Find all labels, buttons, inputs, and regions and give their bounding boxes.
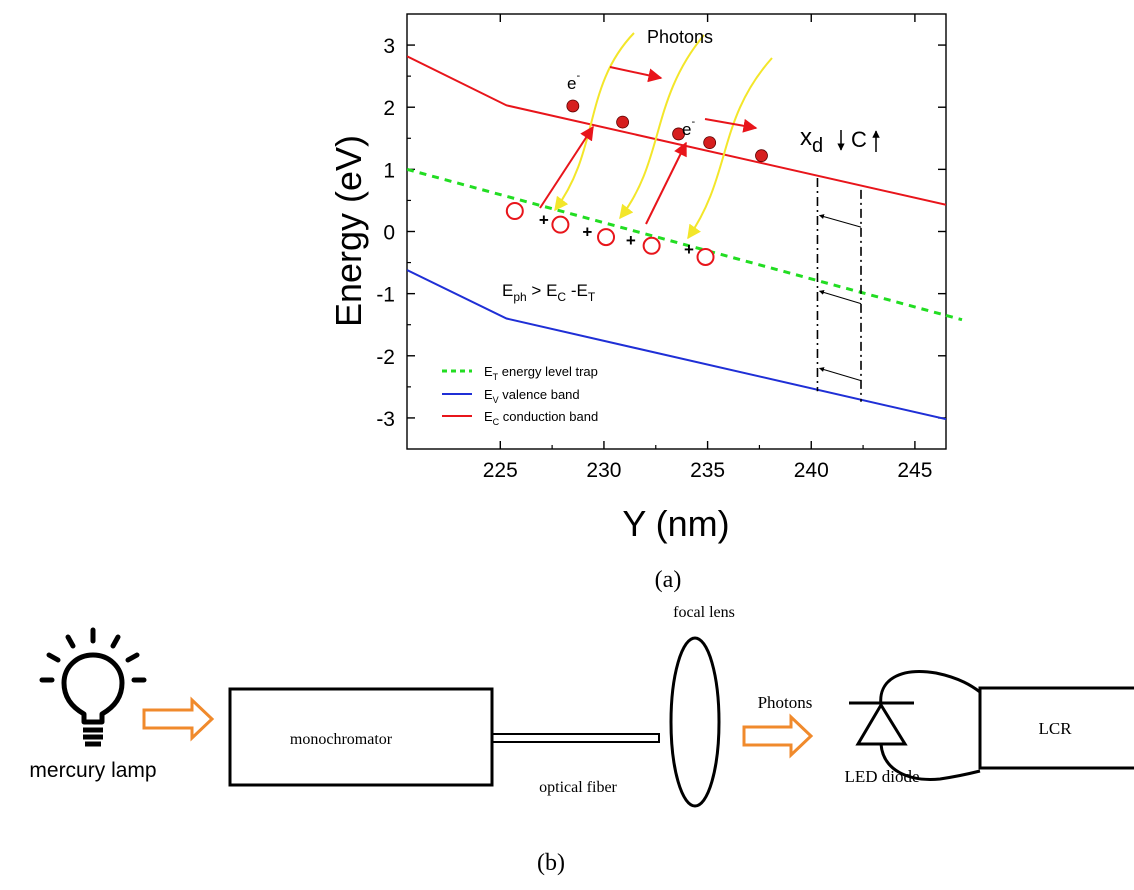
legend-trap-sub: T [493, 372, 499, 382]
xd-label: xd [800, 124, 823, 157]
setup-diagram: mercury lamp monochromator optical fiber… [29, 604, 1134, 808]
legend-item-trap: ET energy level trap [484, 364, 598, 382]
photon-energy-condition: Eph > EC -ET [502, 281, 596, 304]
trap-level-extension [945, 313, 963, 322]
light-arrow-icon-2 [742, 713, 814, 759]
lens-label: focal lens [673, 604, 735, 621]
electron-label-1-sup: - [576, 70, 580, 82]
lightbulb-icon [39, 627, 147, 747]
electron-label-2: e- [682, 116, 695, 139]
photons-setup-label: Photons [758, 693, 813, 712]
energy-band-chart: 225 230 235 240 245 3 2 1 0 -1 -2 -3 + + + + Y (nm) En… [328, 13, 963, 544]
led-diode-icon [849, 670, 981, 781]
valence-band-line [407, 269, 946, 421]
electron-marker [703, 136, 717, 150]
legend-valence-symbol: E [484, 387, 493, 402]
trap-state-marker [551, 215, 570, 234]
y-tick-label: 2 [383, 97, 395, 120]
y-tick-label: -2 [376, 346, 395, 369]
legend-conduction-symbol: E [484, 409, 493, 424]
condition-mid: > E [527, 281, 558, 300]
electron-marker [566, 99, 580, 113]
photon-arrow [619, 34, 705, 220]
x-tick-label: 230 [586, 459, 621, 482]
photon-arrow [687, 57, 773, 240]
electron-drift-arrow [704, 118, 758, 133]
legend-valence-sub: V [493, 395, 499, 405]
legend-valence-text: valence band [499, 387, 580, 402]
xd-sub: d [812, 135, 823, 157]
lcr-label: LCR [1038, 719, 1072, 738]
excitation-arrow [645, 141, 687, 225]
axis-ticks: 225 230 235 240 245 3 2 1 0 -1 -2 -3 [376, 14, 946, 482]
depletion-shrink-arrow [818, 214, 862, 228]
conduction-band-line [407, 55, 946, 206]
photon-arrow [554, 32, 635, 212]
legend-trap-text: energy level trap [498, 364, 598, 379]
hole-plus-sign: + [626, 231, 636, 250]
condition-e: E [502, 281, 513, 300]
y-axis-title: Energy (eV) [328, 135, 369, 327]
trap-state-marker [505, 201, 524, 220]
fiber-label: optical fiber [539, 779, 617, 796]
y-tick-label: 1 [383, 159, 395, 182]
trap-state-marker [642, 236, 661, 255]
focal-lens-icon [669, 636, 721, 808]
electron-marker [755, 149, 768, 163]
electron-marker [616, 115, 629, 129]
caption-b: (b) [537, 850, 565, 876]
legend-conduction-text: conduction band [499, 409, 598, 424]
x-tick-label: 240 [794, 459, 829, 482]
photons-label: Photons [647, 27, 713, 47]
overlay-layer: + + + + [505, 32, 963, 402]
legend-item-conduction: EC conduction band [484, 409, 598, 427]
electron-label-1: e- [567, 70, 580, 93]
x-axis-title: Y (nm) [622, 503, 729, 544]
condition-c: C [557, 290, 566, 304]
condition-sep: -E [566, 281, 588, 300]
light-arrow-icon-1 [142, 696, 215, 742]
hole-plus-sign: + [539, 211, 549, 230]
x-tick-label: 225 [483, 459, 518, 482]
depletion-shrink-arrow [818, 367, 862, 382]
legend: ET energy level trap EV valence band EC … [442, 364, 598, 427]
electron-label-2-e: e [682, 120, 691, 139]
depletion-shrink-arrow [818, 290, 862, 305]
lcr-meter-box [978, 686, 1134, 770]
electron-drift-arrow [609, 66, 663, 83]
condition-t: T [588, 290, 596, 304]
y-tick-label: -1 [376, 284, 395, 307]
diode-label: LED diode [844, 767, 919, 786]
legend-item-valence: EV valence band [484, 387, 580, 405]
lamp-label: mercury lamp [29, 759, 156, 782]
c-label: C [851, 127, 867, 152]
y-tick-label: 3 [383, 35, 395, 58]
electron-label-2-sup: - [691, 116, 695, 128]
legend-conduction-sub: C [493, 417, 500, 427]
y-tick-label: 0 [383, 222, 395, 245]
series-layer [407, 55, 946, 421]
monochromator-label: monochromator [290, 731, 393, 748]
trap-state-marker [696, 247, 715, 266]
legend-trap-symbol: E [484, 364, 493, 379]
trap-state-marker [597, 228, 616, 247]
optical-fiber [491, 733, 660, 743]
hole-plus-sign: + [684, 240, 694, 259]
x-tick-label: 245 [897, 459, 932, 482]
trap-level-line [407, 167, 946, 317]
electron-label-1-e: e [567, 74, 576, 93]
hole-plus-sign: + [582, 223, 592, 242]
caption-a: (a) [655, 567, 682, 593]
xd-base: x [800, 124, 812, 151]
electron-marker [672, 127, 685, 141]
y-tick-label: -3 [376, 408, 395, 431]
x-tick-label: 235 [690, 459, 725, 482]
excitation-arrow [539, 125, 594, 209]
condition-ph: ph [513, 290, 526, 304]
